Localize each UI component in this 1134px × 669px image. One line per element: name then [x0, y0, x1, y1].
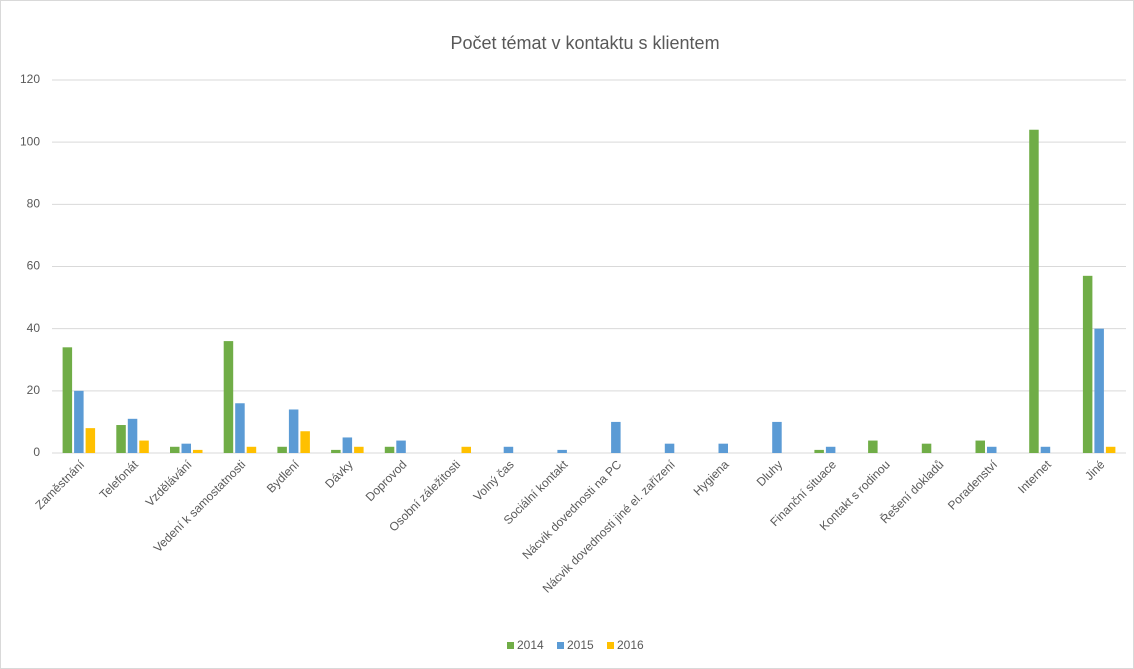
bar [288, 409, 299, 453]
bar [1040, 446, 1051, 453]
bar [557, 449, 567, 453]
bar [74, 390, 84, 453]
bar [975, 440, 985, 453]
bar [331, 449, 341, 453]
bar [1094, 328, 1104, 453]
legend-label: 2015 [567, 638, 594, 652]
bar [1082, 275, 1093, 453]
bar [825, 446, 836, 453]
legend-swatch [557, 642, 564, 649]
y-tick-label: 60 [27, 259, 41, 273]
bar [62, 347, 73, 453]
bar [139, 440, 149, 453]
y-tick-label: 100 [20, 134, 40, 148]
bar [868, 440, 878, 453]
y-tick-label: 120 [20, 72, 40, 86]
bar [384, 446, 395, 453]
bar [235, 403, 245, 453]
bar [116, 425, 126, 453]
bar [277, 446, 287, 453]
chart-title: Počet témat v kontaktu s klientem [450, 33, 719, 53]
bar [127, 418, 138, 453]
y-tick-label: 20 [27, 383, 41, 397]
bar [193, 449, 203, 453]
bar [1029, 129, 1039, 453]
bar [814, 449, 824, 453]
bar [181, 443, 191, 453]
bar [772, 421, 782, 453]
legend-label: 2016 [617, 638, 644, 652]
bar [1105, 446, 1116, 453]
y-tick-label: 80 [27, 197, 41, 211]
bar [461, 446, 471, 453]
bar [611, 421, 621, 453]
bar [342, 437, 353, 453]
y-tick-label: 0 [33, 445, 40, 459]
bar [921, 443, 932, 453]
bar [664, 443, 675, 453]
bar [503, 446, 514, 453]
legend-label: 2014 [517, 638, 544, 652]
y-tick-label: 40 [27, 321, 41, 335]
bar [85, 428, 96, 453]
bar [396, 440, 406, 453]
bar [300, 431, 310, 453]
bar [354, 446, 364, 453]
bar [246, 446, 257, 453]
legend-swatch [507, 642, 514, 649]
bar [223, 341, 234, 453]
bar [170, 446, 180, 453]
bar [718, 443, 728, 453]
legend-swatch [607, 642, 614, 649]
bar [987, 446, 997, 453]
